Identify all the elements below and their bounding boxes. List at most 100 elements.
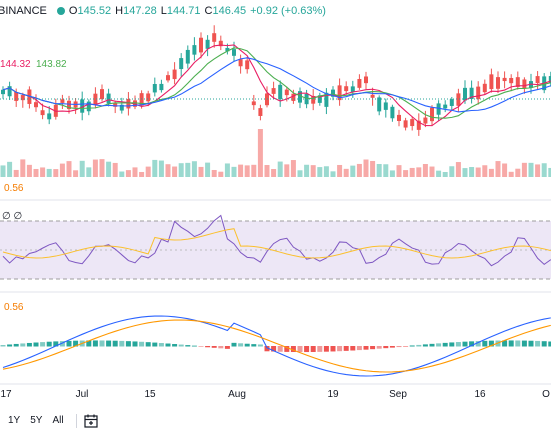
candle xyxy=(245,60,250,70)
open-value: 145.52 xyxy=(77,5,112,17)
macd-histogram-bar xyxy=(172,344,178,347)
macd-histogram-bar xyxy=(119,340,125,347)
volume-bar xyxy=(33,168,39,177)
macd-histogram-bar xyxy=(152,342,158,347)
candle xyxy=(60,99,65,103)
low-label: L xyxy=(160,5,167,17)
volume-bar xyxy=(469,167,475,177)
volume-bar xyxy=(158,160,164,177)
range-5y-button[interactable]: 5Y xyxy=(30,415,43,426)
exchange-name[interactable]: BINANCE xyxy=(0,5,47,17)
macd-histogram-bar xyxy=(132,341,138,347)
macd-line xyxy=(2,315,551,377)
volume-bar xyxy=(475,167,481,177)
volume-bar xyxy=(26,164,32,177)
volume-bar xyxy=(66,161,72,177)
macd-histogram-bar xyxy=(224,346,230,349)
candle xyxy=(225,47,230,52)
volume-bar xyxy=(86,167,92,177)
go-to-date-button[interactable] xyxy=(83,413,99,429)
volume-bar xyxy=(284,164,290,177)
macd-histogram-bar xyxy=(205,346,211,348)
volume-bar xyxy=(112,162,118,177)
candle xyxy=(7,86,12,97)
volume-bar xyxy=(271,169,277,177)
candle xyxy=(311,95,316,104)
candle xyxy=(430,107,434,122)
candle xyxy=(377,97,382,112)
macd-histogram-bar xyxy=(66,340,72,347)
candle xyxy=(423,117,428,124)
macd-histogram-bar xyxy=(521,340,527,347)
symbol-legend: BINANCE O 145.52 H 147.28 L 144.71 C 146… xyxy=(0,0,330,22)
rsi-ma-line xyxy=(2,228,551,259)
candle xyxy=(482,83,487,93)
volume-bar xyxy=(409,167,415,177)
high-label: H xyxy=(115,5,124,17)
volume-bar xyxy=(191,161,197,177)
volume-bar xyxy=(317,167,323,177)
candle xyxy=(449,99,454,106)
macd-histogram-bar xyxy=(409,345,415,347)
range-1y-button[interactable]: 1Y xyxy=(8,415,21,426)
macd-histogram-bar xyxy=(244,343,250,347)
volume-bar xyxy=(495,161,501,177)
x-tick-label: 17 xyxy=(0,389,12,400)
toolbar-divider xyxy=(75,413,77,428)
macd-histogram-bar xyxy=(442,342,448,347)
candle xyxy=(502,77,507,82)
candle xyxy=(14,91,19,101)
volume-ma-value: 0.56 xyxy=(4,183,24,194)
macd-histogram-bar xyxy=(528,340,534,347)
volume-bar xyxy=(257,129,263,177)
candle xyxy=(350,86,355,92)
macd-histogram-bar xyxy=(455,342,461,347)
volume-bar xyxy=(99,159,105,177)
candle xyxy=(251,101,256,106)
close-label: C xyxy=(204,5,213,17)
macd-histogram-bar xyxy=(33,342,39,347)
volume-bar xyxy=(59,163,65,177)
candle xyxy=(179,58,184,70)
volume-bar xyxy=(198,166,204,177)
candle xyxy=(271,88,276,94)
volume-bar xyxy=(119,171,125,177)
candle xyxy=(291,93,296,101)
volume-bar xyxy=(488,168,494,177)
macd-histogram-bar xyxy=(73,340,79,347)
candle xyxy=(185,49,190,64)
volume-bar xyxy=(416,167,422,177)
volume-bar xyxy=(403,170,409,177)
x-tick-label: Sep xyxy=(389,389,407,400)
range-all-button[interactable]: All xyxy=(52,415,64,426)
candle xyxy=(496,77,500,89)
close-value: 146.45 xyxy=(212,5,247,17)
volume-bar xyxy=(152,159,158,177)
macd-histogram-bar xyxy=(145,342,151,347)
candle xyxy=(152,84,157,93)
candle xyxy=(192,45,197,55)
volume-bar xyxy=(139,171,145,177)
volume-bar xyxy=(185,162,191,177)
volume-bar xyxy=(79,160,85,177)
market-status-icon xyxy=(56,7,65,15)
macd-histogram-bar xyxy=(462,341,468,347)
volume-bar xyxy=(482,165,488,177)
volume-bar xyxy=(132,167,138,177)
macd-histogram-bar xyxy=(218,346,224,349)
macd-histogram-bar xyxy=(284,346,290,352)
candle xyxy=(535,76,540,83)
low-value: 144.71 xyxy=(166,5,201,17)
volume-bar xyxy=(165,164,171,177)
ma-fast-value: 144.32 xyxy=(0,59,31,70)
volume-bar xyxy=(178,163,184,177)
candle xyxy=(443,104,448,109)
volume-bar xyxy=(337,164,343,177)
candle xyxy=(159,83,164,91)
candle xyxy=(199,37,203,53)
macd-histogram-bar xyxy=(13,343,19,347)
volume-bar xyxy=(462,168,468,177)
volume-bar xyxy=(251,164,257,177)
volume-bar xyxy=(455,162,461,177)
